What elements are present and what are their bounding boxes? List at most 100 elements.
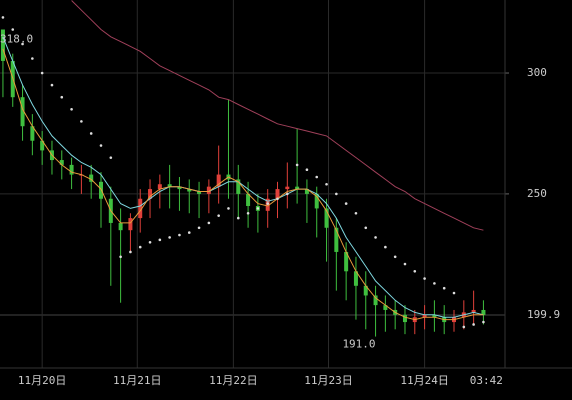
candle-body xyxy=(246,193,251,207)
sar-dot xyxy=(158,238,162,242)
candle-body xyxy=(285,186,290,190)
x-tick-label: 11月24日 xyxy=(400,374,449,387)
candle-body xyxy=(314,193,319,209)
candle-body xyxy=(206,186,211,194)
sar-dot xyxy=(256,207,260,210)
candle-body xyxy=(422,314,427,318)
ma-line xyxy=(71,0,484,231)
candle-body xyxy=(177,186,182,190)
sar-dot xyxy=(335,192,338,196)
candle-body xyxy=(275,189,280,199)
sar-dot xyxy=(344,202,348,205)
high-annotation: 318.0 xyxy=(0,32,33,45)
candle-body xyxy=(216,174,221,187)
candle-body xyxy=(304,189,309,194)
candle-body xyxy=(353,271,358,286)
candle-body xyxy=(373,295,378,306)
candle-body xyxy=(138,198,143,219)
candle-body xyxy=(363,285,368,296)
candle-body xyxy=(0,29,5,61)
sar-dot xyxy=(462,325,466,329)
candle-body xyxy=(69,164,74,175)
candle-body xyxy=(236,179,241,194)
candle-body xyxy=(59,160,64,165)
sar-dot xyxy=(227,207,230,210)
sar-dot xyxy=(403,262,407,266)
sar-dot xyxy=(1,16,5,19)
sar-dot xyxy=(364,226,368,230)
sar-dot xyxy=(315,175,319,179)
x-tick-label: 11月22日 xyxy=(209,374,258,387)
sar-dot xyxy=(472,323,475,326)
sar-dot xyxy=(286,192,289,196)
sar-dot xyxy=(384,245,387,249)
sar-dot xyxy=(138,245,142,249)
ma-line xyxy=(2,48,484,321)
sar-dot xyxy=(178,233,181,237)
sar-dot xyxy=(197,226,201,230)
sar-dot xyxy=(266,202,269,205)
sar-dot xyxy=(354,211,358,215)
sar-dot xyxy=(217,214,220,217)
sar-dot xyxy=(60,95,64,99)
candle-body xyxy=(167,184,172,187)
candle-body xyxy=(334,227,339,252)
candle-body xyxy=(40,140,45,151)
plot-area xyxy=(0,0,486,337)
candle-body xyxy=(295,186,300,190)
sar-dot xyxy=(452,291,456,295)
sar-dot xyxy=(276,197,279,201)
candle-body xyxy=(157,184,162,190)
labels: 300 250 199.9 11月20日 11月21日 11月22日 11月23日 11月24… xyxy=(0,32,560,387)
sar-dot xyxy=(11,28,15,31)
candle-body xyxy=(324,208,329,228)
sar-dot xyxy=(129,250,132,254)
last-price-label: 199.9 xyxy=(527,308,560,321)
candle-body xyxy=(20,97,25,127)
sar-dot xyxy=(80,120,83,123)
sar-dot xyxy=(70,107,73,111)
sar-dot xyxy=(187,231,191,234)
sar-dot xyxy=(40,71,44,75)
sar-dot xyxy=(119,255,122,259)
sar-dot xyxy=(374,236,377,239)
candle-body xyxy=(383,305,388,310)
sar-dot xyxy=(168,236,171,239)
candle-body xyxy=(118,222,123,231)
x-tick-label: 11月23日 xyxy=(304,374,353,387)
sar-dot xyxy=(89,132,93,135)
candle-body xyxy=(197,191,202,194)
y-tick-label: 300 xyxy=(527,66,547,79)
x-tick-label: 11月20日 xyxy=(18,374,67,387)
sar-dot xyxy=(393,255,397,259)
candle-body xyxy=(471,309,476,313)
candle-body xyxy=(481,309,486,316)
candle-body xyxy=(30,126,35,141)
sar-dot xyxy=(305,168,309,172)
candle-body xyxy=(402,314,407,323)
sar-dot xyxy=(99,144,103,147)
sar-dot xyxy=(325,182,328,186)
candle-body xyxy=(432,314,437,318)
candle-body xyxy=(148,189,153,199)
low-annotation: 191.0 xyxy=(342,338,375,351)
sar-dot xyxy=(109,156,113,159)
x-tick-label: 11月21日 xyxy=(113,374,162,387)
sar-dot xyxy=(50,83,54,87)
candle-body xyxy=(89,174,94,182)
sar-dot xyxy=(148,240,152,244)
candle-body xyxy=(344,251,349,272)
candle-body xyxy=(187,189,192,192)
sar-dot xyxy=(423,277,426,280)
sar-dot xyxy=(433,282,436,285)
sar-dot xyxy=(442,286,446,290)
x-tick-label: 03:42 xyxy=(470,374,503,387)
sar-dot xyxy=(207,221,211,225)
sar-dot xyxy=(246,211,250,215)
sar-dot xyxy=(21,42,24,46)
sar-dot xyxy=(413,269,417,273)
candle-body xyxy=(128,218,133,231)
sar-dot xyxy=(236,216,240,220)
